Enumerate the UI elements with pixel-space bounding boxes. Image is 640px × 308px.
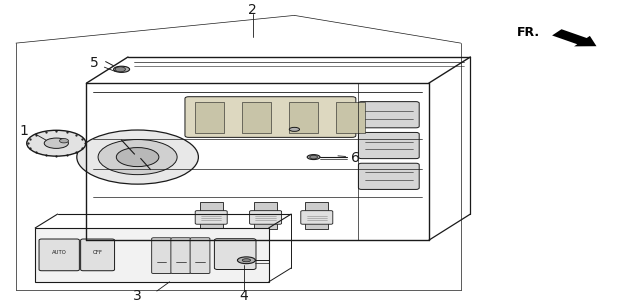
FancyArrow shape <box>552 29 596 47</box>
Bar <box>195 102 224 133</box>
FancyBboxPatch shape <box>185 97 356 137</box>
FancyBboxPatch shape <box>152 238 172 274</box>
Ellipse shape <box>27 130 86 156</box>
Circle shape <box>310 155 317 159</box>
Circle shape <box>60 139 68 143</box>
FancyBboxPatch shape <box>301 211 333 224</box>
Text: 6: 6 <box>351 151 360 165</box>
Ellipse shape <box>307 155 320 160</box>
FancyBboxPatch shape <box>358 163 419 189</box>
Text: FR.: FR. <box>516 26 540 39</box>
FancyBboxPatch shape <box>171 238 191 274</box>
Ellipse shape <box>77 130 198 184</box>
Bar <box>336 102 365 133</box>
FancyBboxPatch shape <box>81 239 115 271</box>
FancyBboxPatch shape <box>39 239 79 271</box>
FancyBboxPatch shape <box>214 239 256 270</box>
FancyBboxPatch shape <box>358 132 419 159</box>
Text: 4: 4 <box>239 289 248 303</box>
Text: 3: 3 <box>133 289 142 303</box>
Bar <box>200 202 223 229</box>
Circle shape <box>115 67 125 72</box>
Bar <box>289 102 318 133</box>
FancyBboxPatch shape <box>190 238 210 274</box>
Text: OFF: OFF <box>92 250 102 255</box>
Ellipse shape <box>243 259 251 262</box>
FancyBboxPatch shape <box>358 102 419 128</box>
Bar <box>305 202 328 229</box>
FancyBboxPatch shape <box>250 211 282 224</box>
Ellipse shape <box>44 138 68 148</box>
Bar <box>254 202 277 229</box>
Ellipse shape <box>237 257 255 264</box>
Ellipse shape <box>116 148 159 167</box>
Text: 5: 5 <box>90 56 99 70</box>
Text: 1: 1 <box>20 124 29 138</box>
Ellipse shape <box>98 140 177 175</box>
FancyBboxPatch shape <box>195 211 227 224</box>
Bar <box>35 228 269 282</box>
Text: AUTO: AUTO <box>51 250 67 255</box>
Bar <box>242 102 271 133</box>
Ellipse shape <box>289 128 300 132</box>
Text: 2: 2 <box>248 3 257 17</box>
Ellipse shape <box>114 66 129 72</box>
